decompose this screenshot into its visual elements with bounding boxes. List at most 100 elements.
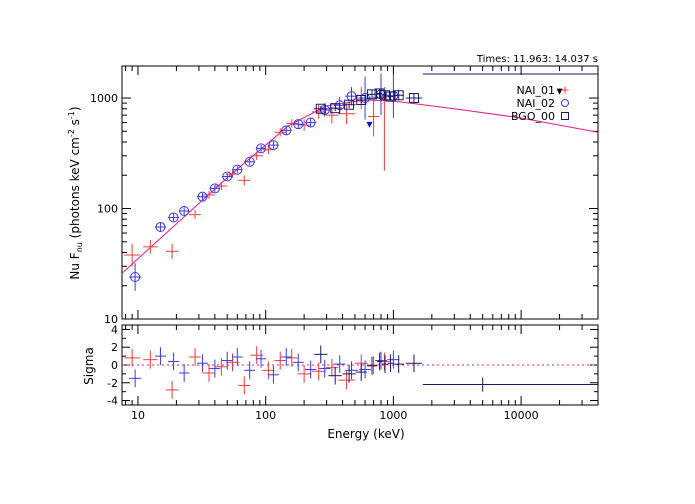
residual-point [238,376,251,395]
residual-point [325,358,339,377]
residual-point [366,357,378,375]
residual-points [124,345,598,399]
data-point-marker-circle [360,93,371,104]
residual-plot-area: 10 100 1000 10000 4 2 0 -2 -4 [107,323,599,422]
data-point [274,128,287,137]
data-point [385,91,396,102]
residual-tick-label: 2 [111,341,118,354]
residual-point [382,355,388,373]
x-tick-label: 10 [131,409,145,422]
residual-point [304,360,317,379]
data-point [197,191,208,202]
data-point [338,103,355,125]
data-point-marker-square [385,91,396,102]
legend-label: NAI_02 [517,97,556,110]
residual-point [367,356,380,374]
data-point-marker-circle [305,117,316,128]
data-point [221,171,233,182]
residual-point [124,349,141,367]
legend-label: NAI_01 [517,84,556,97]
data-point-marker-circle [319,104,330,115]
x-axis-label: Energy (keV) [327,427,404,441]
data-point-marker-square [393,90,404,101]
residual-point [314,345,328,364]
data-point-marker-circle [268,140,279,151]
data-point [267,140,279,151]
data-point [355,95,367,106]
y-tick-label: 100 [97,203,118,216]
residual-point [221,351,233,370]
residual-point [165,381,179,399]
data-point [314,103,328,114]
data-point [168,212,180,223]
residual-point [267,365,279,384]
data-point-marker-square [356,95,367,106]
data-point-marker-circle [209,183,220,194]
residual-point [232,348,243,366]
data-point-marker-circle [155,222,166,233]
data-point [179,205,190,216]
data-point-marker-square [315,103,326,114]
residual-point [179,364,190,382]
residual-point [155,347,167,365]
data-point [304,117,317,128]
upper-limit-arrow [556,88,563,95]
residual-point [355,363,367,381]
y-axis-label: Nu Fnu (photons keV cm-2 s-1) [67,106,84,279]
data-point [188,209,201,220]
residual-tick-label: -4 [107,395,118,408]
data-point-marker-circle [197,191,208,202]
residual-point [342,365,356,383]
data-point-marker-square [330,103,341,114]
upper-limit-head [366,121,373,128]
data-point [367,96,380,137]
data-point [209,183,221,194]
data-point [128,263,142,291]
residual-point [393,355,404,373]
main-plot-area: 10 100 1000 [90,65,599,326]
residual-y-axis-label: Sigma [82,347,96,385]
residual-point [387,350,400,369]
residual-point [422,377,598,392]
residual-point [197,354,208,373]
data-point-marker-circle [232,164,243,175]
x-tick-label: 10000 [504,409,539,422]
residual-point [280,348,292,366]
residual-point [188,348,201,366]
data-point [155,222,167,233]
legend-label: BGO_00 [511,110,555,123]
data-point [280,125,292,136]
data-point-marker-square [561,112,569,120]
residual-point [345,361,358,380]
data-point-marker-circle [222,171,233,182]
data-point [255,143,267,154]
residual-point [244,361,256,380]
model-curve [121,99,599,274]
data-point [311,105,326,119]
residual-point [168,352,180,371]
residual-point [333,355,346,373]
upper-limit-head [556,88,563,95]
data-point-marker-square [380,90,391,101]
data-point-marker-square [366,89,377,100]
data-point [202,190,215,199]
data-point-marker-square [374,88,385,99]
data-point-marker-square [344,99,355,110]
residual-tick-label: 0 [111,359,118,372]
data-point-marker-circle [293,119,304,130]
data-point [244,156,256,167]
residual-point [128,369,142,388]
main-plot-frame [121,65,599,320]
main-points [124,73,598,291]
residual-tick-label: 4 [111,323,118,336]
residual-point [292,353,304,372]
residual-point [387,354,394,373]
data-point [286,119,298,128]
data-point [165,243,179,259]
data-point [250,151,263,160]
residual-point [311,362,326,381]
residual-point [202,364,215,382]
